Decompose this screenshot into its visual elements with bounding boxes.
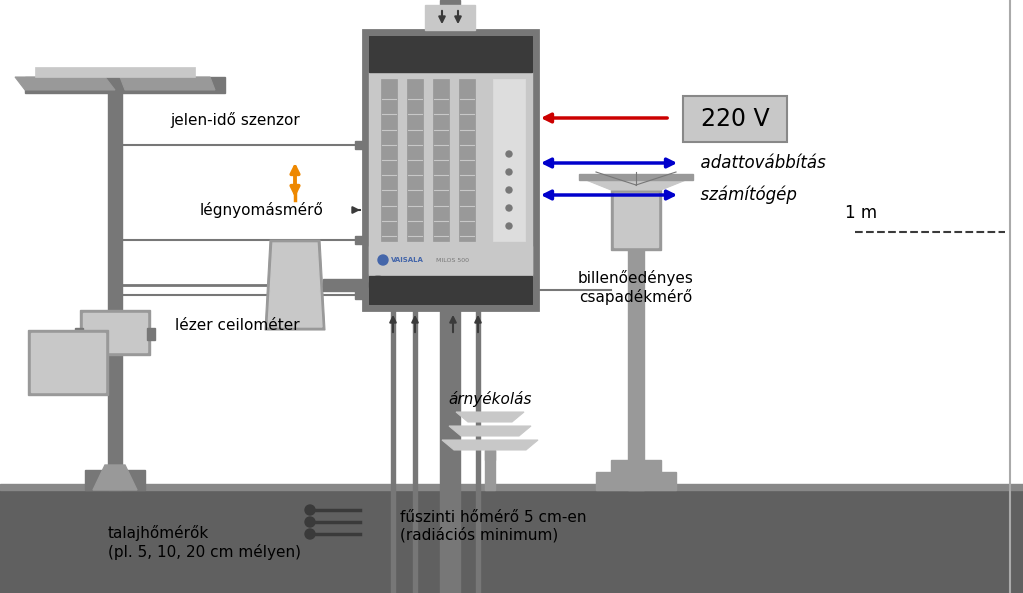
Bar <box>391 310 395 593</box>
Bar <box>485 450 495 460</box>
Bar <box>369 246 532 274</box>
Circle shape <box>305 505 315 515</box>
Text: fűszinti hőmérő 5 cm-en
(radiációs minimum): fűszinti hőmérő 5 cm-en (radiációs minim… <box>400 510 586 543</box>
Circle shape <box>305 517 315 527</box>
Circle shape <box>506 151 512 157</box>
Bar <box>369 36 532 72</box>
Bar <box>355 141 363 149</box>
Bar <box>147 328 155 340</box>
Bar <box>75 328 83 340</box>
Text: jelen-idő szenzor: jelen-idő szenzor <box>170 112 300 128</box>
Text: légnyomásmérő: légnyomásmérő <box>201 202 324 218</box>
Bar <box>369 276 532 304</box>
Bar <box>596 472 676 490</box>
Circle shape <box>506 187 512 193</box>
Polygon shape <box>120 77 215 90</box>
Bar <box>0 484 1023 490</box>
Circle shape <box>506 205 512 211</box>
Polygon shape <box>15 77 115 90</box>
Bar <box>355 291 363 299</box>
Circle shape <box>506 223 512 229</box>
Bar <box>80 310 150 355</box>
Bar <box>433 79 449 241</box>
Text: 220 V: 220 V <box>701 107 769 131</box>
Text: számítógép: számítógép <box>690 186 797 204</box>
Bar <box>413 310 417 593</box>
Bar <box>628 200 644 490</box>
Circle shape <box>305 529 315 539</box>
Bar <box>25 77 225 93</box>
Bar <box>611 190 661 250</box>
Bar <box>363 30 538 310</box>
Bar <box>323 279 379 291</box>
Bar <box>31 333 105 392</box>
Bar <box>440 0 460 30</box>
Polygon shape <box>265 240 325 330</box>
Bar <box>355 236 363 244</box>
Bar <box>459 79 475 241</box>
Circle shape <box>369 276 387 294</box>
Bar <box>614 193 658 247</box>
Circle shape <box>506 169 512 175</box>
FancyBboxPatch shape <box>683 96 787 142</box>
Bar <box>407 79 422 241</box>
Polygon shape <box>442 440 538 450</box>
Bar <box>425 5 475 30</box>
Bar <box>440 310 460 593</box>
Bar <box>451 310 455 593</box>
Text: VAISALA: VAISALA <box>391 257 424 263</box>
Polygon shape <box>268 243 322 327</box>
Bar <box>485 450 495 490</box>
Polygon shape <box>581 178 691 190</box>
Bar <box>579 174 693 180</box>
Polygon shape <box>456 412 524 422</box>
Text: talajhőmérők
(pl. 5, 10, 20 cm mélyen): talajhőmérők (pl. 5, 10, 20 cm mélyen) <box>108 525 301 560</box>
Text: billenőedényes
csapadékmérő: billenőedényes csapadékmérő <box>578 270 694 305</box>
Text: lézer ceilométer: lézer ceilométer <box>175 317 300 333</box>
Bar <box>493 79 525 241</box>
Bar <box>476 310 480 593</box>
Bar <box>611 460 661 472</box>
Polygon shape <box>93 465 137 490</box>
Polygon shape <box>449 426 531 436</box>
Bar <box>108 75 122 490</box>
Text: árnyékolás: árnyékolás <box>448 391 532 407</box>
Bar <box>369 36 532 304</box>
Circle shape <box>379 255 388 265</box>
Bar <box>381 79 397 241</box>
Bar <box>35 67 195 77</box>
Text: MILOS 500: MILOS 500 <box>436 257 469 263</box>
Bar <box>0 490 1023 593</box>
Text: adattovábbítás: adattovábbítás <box>690 154 826 172</box>
Bar <box>28 330 108 395</box>
Bar <box>85 470 145 490</box>
Text: 1 m: 1 m <box>845 204 877 222</box>
Bar <box>83 313 147 352</box>
